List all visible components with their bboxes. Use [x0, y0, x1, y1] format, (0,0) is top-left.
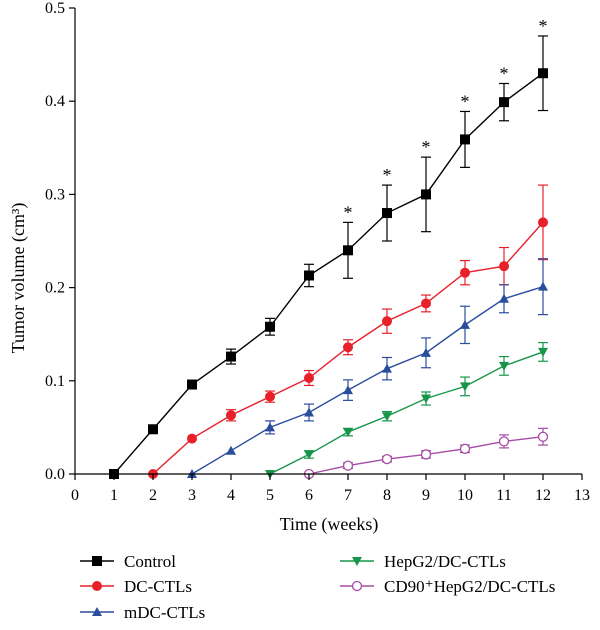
- x-tick-label: 9: [422, 487, 430, 504]
- data-point: [459, 443, 471, 454]
- legend-item: mDC-CTLs: [80, 603, 205, 622]
- plot-area: * * * * * *: [109, 16, 549, 480]
- x-axis-title: Time (weeks): [280, 514, 379, 535]
- data-point: [537, 431, 549, 442]
- data-point: [342, 460, 354, 471]
- series-1: [109, 35, 548, 479]
- data-point: [265, 391, 275, 402]
- legend-marker: [352, 557, 362, 566]
- x-tick-label: 5: [266, 487, 274, 504]
- x-tick-label: 4: [227, 487, 235, 504]
- legend-marker: [92, 607, 102, 616]
- series-line: [269, 351, 544, 475]
- x-tick-label: 2: [149, 487, 157, 504]
- data-point: [304, 373, 314, 384]
- data-point: [538, 217, 548, 228]
- legend-marker: [351, 580, 363, 592]
- data-point: [343, 245, 353, 256]
- data-point: [382, 208, 392, 219]
- legend-label: HepG2/DC-CTLs: [384, 552, 506, 571]
- data-point: [304, 270, 314, 281]
- x-tick-label: 10: [457, 487, 473, 504]
- significance-marker: *: [539, 16, 548, 36]
- data-point: [343, 342, 353, 353]
- data-point: [187, 379, 197, 390]
- x-tick-label: 0: [71, 487, 79, 504]
- significance-marker: *: [422, 137, 431, 157]
- x-tick-label: 3: [188, 487, 196, 504]
- data-point: [499, 261, 509, 272]
- significance-marker: *: [344, 202, 353, 222]
- axes: 0 1 2 3 4 5 6 7 8 9 10 11 12 130.00.10.20.30.40.5: [45, 0, 590, 504]
- x-tick-label: 12: [535, 487, 551, 504]
- data-point: [538, 281, 548, 291]
- data-point: [343, 428, 353, 438]
- data-point: [421, 189, 431, 200]
- x-tick-label: 8: [383, 487, 391, 504]
- x-tick-label: 11: [496, 487, 511, 504]
- data-point: [343, 385, 353, 395]
- data-point: [265, 321, 275, 332]
- data-point: [420, 449, 432, 460]
- data-point: [538, 68, 548, 79]
- legend-label: CD90⁺HepG2/DC-CTLs: [384, 577, 555, 596]
- data-point: [498, 436, 510, 447]
- x-tick-label: 1: [110, 487, 118, 504]
- series-4: [265, 341, 548, 479]
- y-tick-label: 0.4: [45, 93, 65, 110]
- y-axis-title: Tumor volume (cm³): [8, 203, 29, 354]
- y-tick-label: 0.1: [45, 373, 65, 390]
- data-point: [226, 445, 236, 455]
- legend-item: Control: [80, 552, 176, 571]
- legend-item: DC-CTLs: [80, 577, 192, 596]
- data-point: [304, 450, 314, 460]
- y-tick-label: 0.5: [45, 0, 65, 17]
- data-point: [460, 382, 470, 392]
- legend-item: CD90⁺HepG2/DC-CTLs: [340, 577, 555, 596]
- y-tick-label: 0.2: [45, 280, 65, 297]
- data-point: [382, 316, 392, 327]
- data-point: [226, 351, 236, 362]
- legend-label: mDC-CTLs: [124, 603, 205, 622]
- x-tick-label: 7: [344, 487, 352, 504]
- data-point: [381, 453, 393, 465]
- legend: Control DC-CTLs mDC-CTLs HepG2/DC-CTLs CD90⁺…: [80, 552, 555, 622]
- series-line: [113, 72, 544, 475]
- x-tick-label: 13: [574, 487, 590, 504]
- series-5: [303, 427, 549, 480]
- data-point: [460, 319, 470, 329]
- data-point: [499, 97, 509, 108]
- legend-label: DC-CTLs: [124, 577, 192, 596]
- legend-label: Control: [124, 552, 176, 571]
- data-point: [382, 412, 392, 422]
- data-point: [304, 407, 314, 417]
- significance-marker: *: [383, 165, 392, 185]
- series-3: [187, 258, 548, 478]
- data-point: [460, 267, 470, 278]
- legend-item: HepG2/DC-CTLs: [340, 552, 506, 571]
- x-tick-label: 6: [305, 487, 313, 504]
- data-point: [421, 394, 431, 404]
- y-tick-label: 0.3: [45, 186, 65, 203]
- data-point: [382, 363, 392, 373]
- y-tick-label: 0.0: [45, 466, 65, 483]
- legend-marker: [92, 581, 102, 591]
- significance-marker: *: [500, 63, 509, 83]
- data-point: [187, 433, 197, 444]
- legend-marker: [92, 556, 102, 566]
- data-point: [421, 298, 431, 309]
- data-point: [421, 347, 431, 357]
- data-point: [148, 424, 158, 435]
- series-2: [148, 184, 548, 479]
- significance-marker: *: [461, 91, 470, 111]
- data-point: [499, 293, 509, 303]
- series-line: [191, 285, 544, 475]
- data-point: [226, 410, 236, 421]
- data-point: [538, 347, 548, 357]
- data-point: [499, 361, 509, 371]
- data-point: [460, 134, 470, 145]
- data-point: [265, 422, 275, 432]
